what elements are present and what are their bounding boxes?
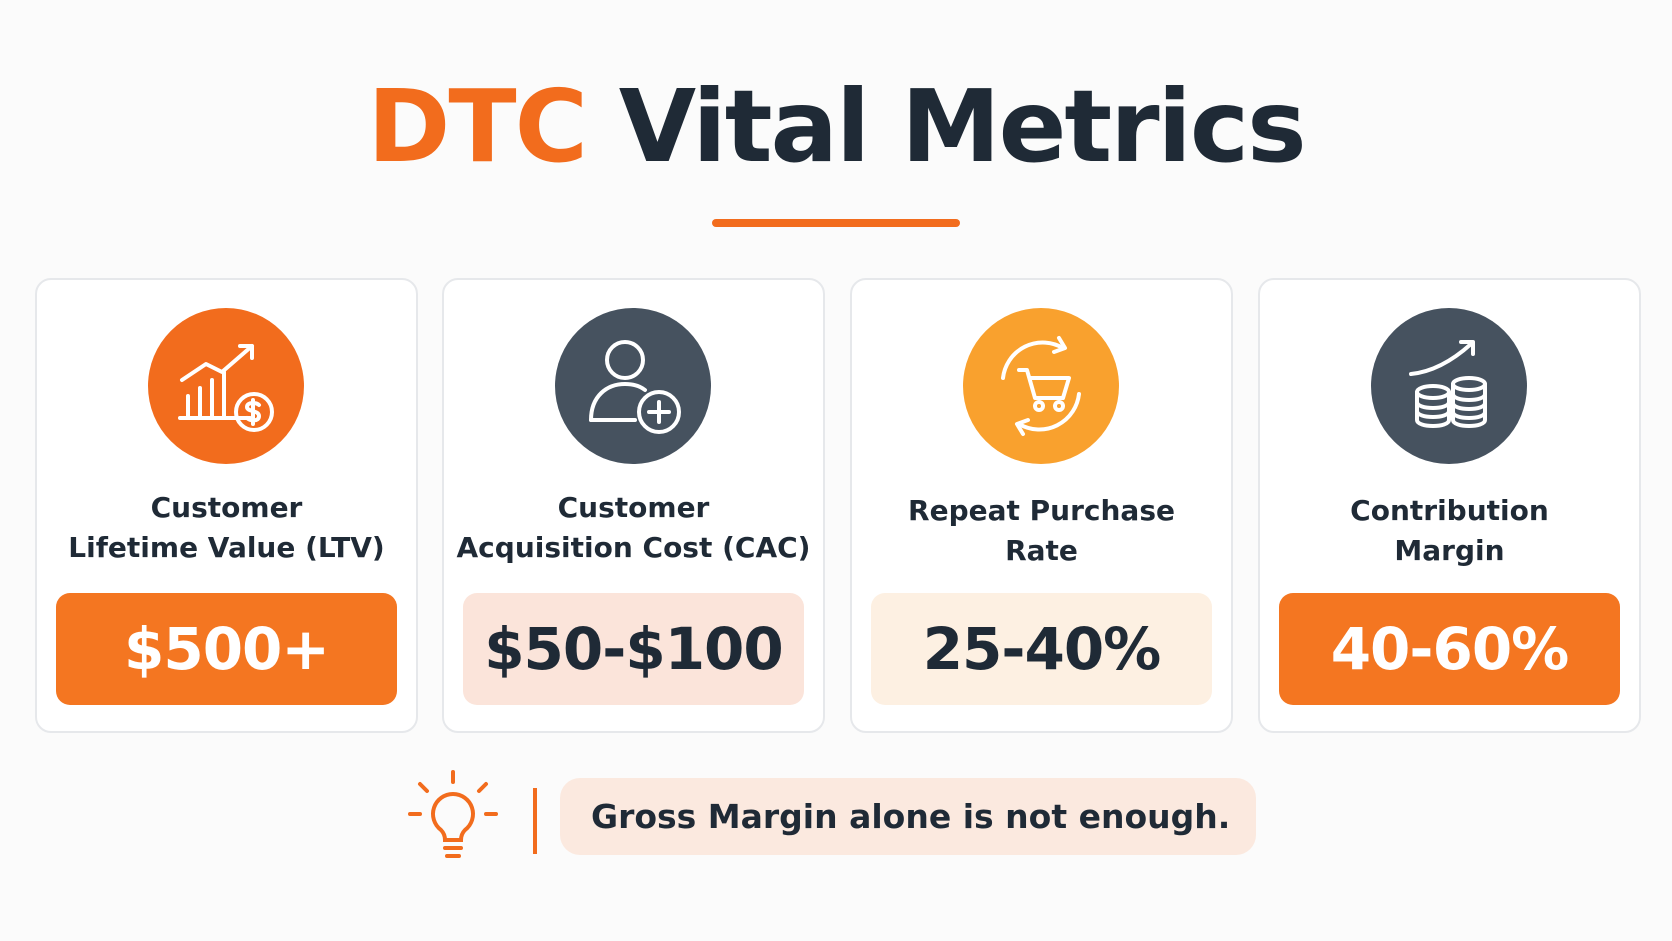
note: Gross Margin alone is not enough.	[560, 778, 1256, 855]
metric-card: Contribution Margin 40-60%	[1258, 278, 1641, 733]
icon-ltv	[148, 308, 304, 464]
label-line: Repeat Purchase	[908, 494, 1175, 527]
metric-value: $50-$100	[463, 593, 804, 705]
note-divider	[533, 788, 537, 854]
label-line: Contribution	[1350, 494, 1549, 527]
metric-card: Customer Acquisition Cost (CAC) $50-$100	[442, 278, 825, 733]
title-main: Vital Metrics	[618, 68, 1307, 185]
label-line: Rate	[1005, 534, 1078, 567]
title-underline	[712, 219, 960, 227]
label-line: Customer	[150, 491, 303, 524]
icon-cac	[555, 308, 711, 464]
metric-card: Customer Lifetime Value (LTV) $500+	[35, 278, 418, 733]
icon-margin	[1371, 308, 1527, 464]
metric-value: $500+	[56, 593, 397, 705]
icon-repeat	[963, 308, 1119, 464]
metric-value: 40-60%	[1279, 593, 1620, 705]
metric-card: Repeat Purchase Rate 25-40%	[850, 278, 1233, 733]
label-line: Acquisition Cost (CAC)	[456, 531, 811, 564]
title-accent: DTC	[367, 68, 588, 185]
metric-label: Customer Acquisition Cost (CAC)	[444, 488, 823, 568]
title: DTC Vital Metrics	[0, 62, 1672, 192]
metric-label: Repeat Purchase Rate	[852, 491, 1231, 571]
metric-label: Customer Lifetime Value (LTV)	[37, 488, 416, 568]
label-line: Margin	[1394, 534, 1505, 567]
bulb-icon	[408, 770, 498, 858]
metric-value: 25-40%	[871, 593, 1212, 705]
metric-label: Contribution Margin	[1260, 491, 1639, 571]
label-line: Lifetime Value (LTV)	[68, 531, 385, 564]
label-line: Customer	[557, 491, 710, 524]
